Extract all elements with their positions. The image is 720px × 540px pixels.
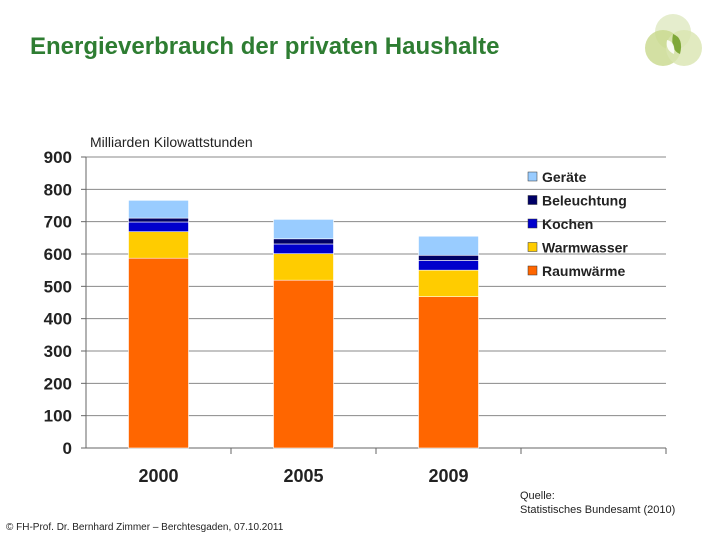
bar-segment — [273, 243, 334, 254]
y-tick-label: 200 — [44, 374, 72, 393]
x-tick-label: 2009 — [428, 466, 468, 486]
y-tick-label: 0 — [63, 439, 72, 458]
bar-segment — [418, 254, 479, 261]
legend-swatch — [527, 265, 538, 276]
legend-swatch — [527, 195, 538, 205]
legend-label: Geräte — [542, 169, 587, 185]
legend-label: Warmwasser — [542, 240, 628, 256]
bar-segment — [128, 257, 189, 449]
y-tick-label: 400 — [44, 310, 72, 329]
legend-label: Beleuchtung — [542, 193, 627, 209]
bar-segment — [273, 238, 334, 245]
source-text: Statistisches Bundesamt (2010) — [520, 504, 676, 516]
bar-segment — [128, 221, 189, 232]
y-tick-label: 600 — [44, 245, 72, 264]
bar-segment — [418, 260, 479, 271]
legend-label: Raumwärme — [542, 263, 625, 279]
bar-segment — [418, 269, 479, 297]
page-title: Energieverbrauch der privaten Haushalte — [30, 33, 500, 60]
legend-swatch — [527, 218, 538, 229]
bar-segment — [128, 217, 189, 223]
bar-segment — [418, 296, 479, 449]
bar-segment — [128, 231, 189, 259]
y-tick-label: 500 — [44, 277, 72, 296]
legend-swatch — [527, 242, 538, 252]
bar-segment — [418, 235, 479, 256]
bar-segment — [128, 200, 189, 219]
y-axis-unit-label: Milliarden Kilowattstunden — [90, 134, 253, 150]
y-tick-label: 900 — [44, 148, 72, 167]
legend-swatch — [527, 171, 538, 182]
y-tick-label: 800 — [44, 180, 72, 199]
logo-leaf-inner — [666, 40, 675, 54]
source-note: Quelle: Statistisches Bundesamt (2010) — [520, 489, 675, 517]
x-tick-label: 2005 — [283, 466, 323, 486]
bar-segment — [273, 279, 334, 449]
leaf-circles-logo — [645, 14, 702, 66]
footer-copyright: © FH-Prof. Dr. Bernhard Zimmer – Berchte… — [6, 522, 284, 533]
y-tick-label: 100 — [44, 407, 72, 426]
x-tick-label: 2000 — [138, 466, 178, 486]
y-tick-label: 700 — [44, 213, 72, 232]
y-tick-label: 300 — [44, 342, 72, 361]
legend-label: Kochen — [542, 216, 593, 232]
bar-segment — [273, 253, 334, 281]
bar-segment — [273, 219, 334, 240]
source-label: Quelle: — [520, 490, 555, 502]
logo-leaf — [672, 34, 682, 54]
